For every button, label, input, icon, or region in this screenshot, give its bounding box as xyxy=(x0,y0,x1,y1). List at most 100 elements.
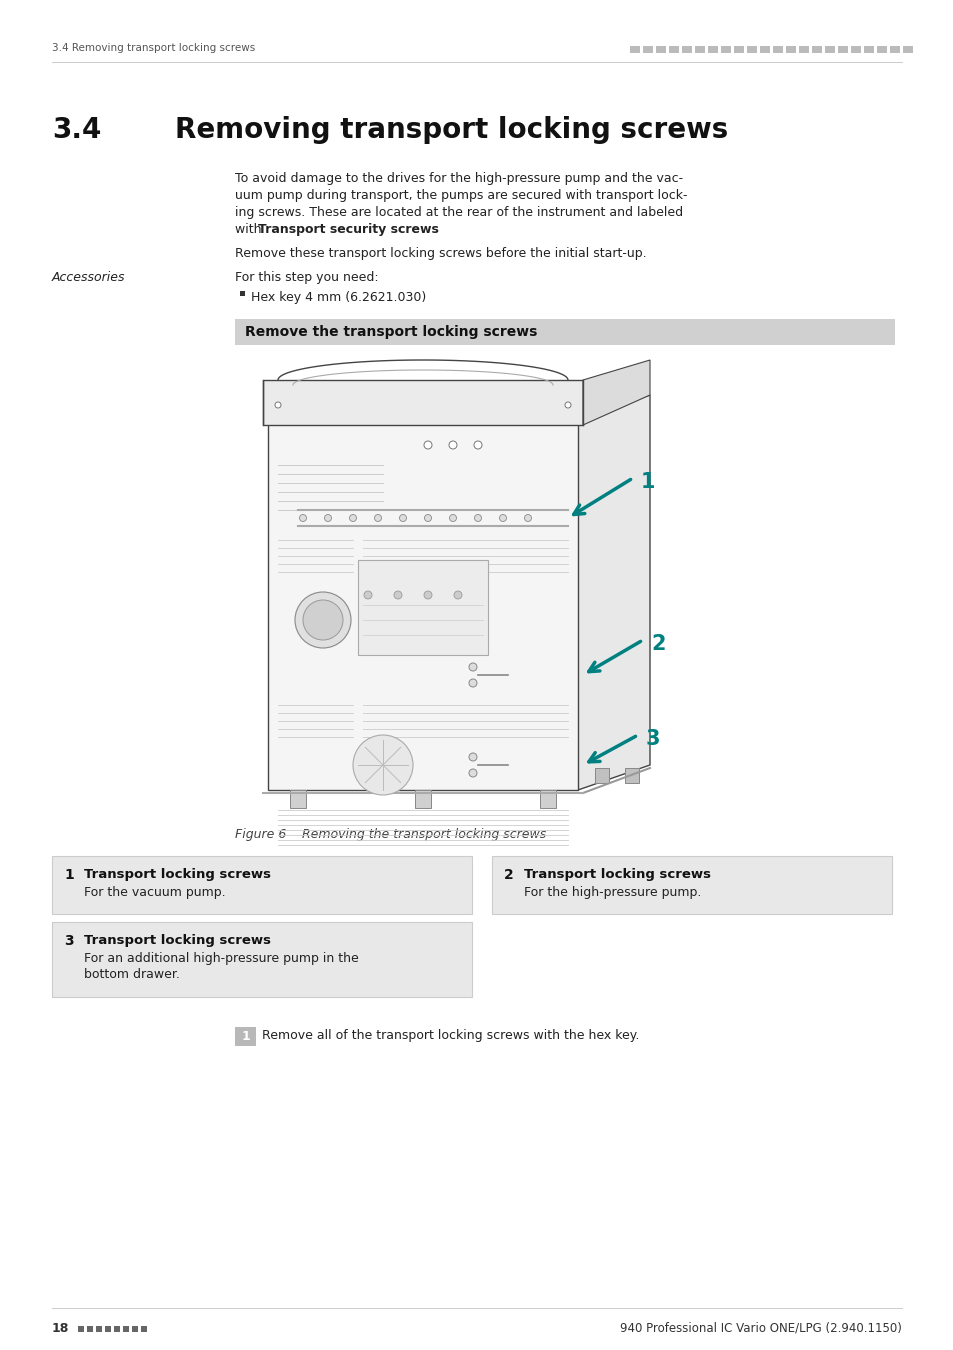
FancyBboxPatch shape xyxy=(850,46,861,53)
Circle shape xyxy=(469,663,476,671)
FancyBboxPatch shape xyxy=(234,1027,255,1046)
Circle shape xyxy=(274,402,281,408)
Text: 18: 18 xyxy=(52,1322,70,1335)
Text: For this step you need:: For this step you need: xyxy=(234,271,378,284)
FancyBboxPatch shape xyxy=(240,292,245,296)
Text: Transport security screws: Transport security screws xyxy=(257,223,438,236)
Circle shape xyxy=(423,591,432,599)
Circle shape xyxy=(349,514,356,521)
FancyBboxPatch shape xyxy=(113,1326,120,1332)
FancyBboxPatch shape xyxy=(357,560,488,655)
FancyBboxPatch shape xyxy=(624,768,639,783)
Text: 3.4 Removing transport locking screws: 3.4 Removing transport locking screws xyxy=(52,43,255,53)
FancyBboxPatch shape xyxy=(720,46,730,53)
FancyBboxPatch shape xyxy=(141,1326,147,1332)
FancyBboxPatch shape xyxy=(876,46,886,53)
FancyBboxPatch shape xyxy=(87,1326,92,1332)
Circle shape xyxy=(364,591,372,599)
Circle shape xyxy=(424,514,431,521)
FancyBboxPatch shape xyxy=(760,46,769,53)
Text: Accessories: Accessories xyxy=(52,271,126,284)
Circle shape xyxy=(469,769,476,778)
FancyBboxPatch shape xyxy=(78,1326,84,1332)
FancyBboxPatch shape xyxy=(681,46,691,53)
FancyBboxPatch shape xyxy=(415,790,431,809)
FancyBboxPatch shape xyxy=(290,790,306,809)
Circle shape xyxy=(399,514,406,521)
FancyBboxPatch shape xyxy=(132,1326,138,1332)
Circle shape xyxy=(524,514,531,521)
FancyBboxPatch shape xyxy=(595,768,608,783)
Circle shape xyxy=(299,514,306,521)
Circle shape xyxy=(394,591,401,599)
Circle shape xyxy=(469,753,476,761)
Text: ing screws. These are located at the rear of the instrument and labeled: ing screws. These are located at the rea… xyxy=(234,207,682,219)
Text: To avoid damage to the drives for the high-pressure pump and the vac-: To avoid damage to the drives for the hi… xyxy=(234,171,682,185)
FancyBboxPatch shape xyxy=(539,790,556,809)
Text: Figure 6: Figure 6 xyxy=(234,828,286,841)
FancyBboxPatch shape xyxy=(96,1326,102,1332)
Circle shape xyxy=(449,514,456,521)
Text: For the vacuum pump.: For the vacuum pump. xyxy=(84,886,226,899)
Text: uum pump during transport, the pumps are secured with transport lock-: uum pump during transport, the pumps are… xyxy=(234,189,687,202)
Text: 2: 2 xyxy=(650,634,665,653)
FancyBboxPatch shape xyxy=(863,46,873,53)
FancyBboxPatch shape xyxy=(837,46,847,53)
FancyBboxPatch shape xyxy=(889,46,899,53)
Circle shape xyxy=(324,514,331,521)
FancyBboxPatch shape xyxy=(268,420,578,790)
Text: 1: 1 xyxy=(241,1030,250,1042)
Text: with: with xyxy=(234,223,265,236)
FancyBboxPatch shape xyxy=(105,1326,111,1332)
Circle shape xyxy=(303,599,343,640)
FancyBboxPatch shape xyxy=(707,46,718,53)
Circle shape xyxy=(353,734,413,795)
Text: 1: 1 xyxy=(640,472,655,491)
Circle shape xyxy=(423,441,432,450)
Polygon shape xyxy=(578,396,649,790)
Text: Removing the transport locking screws: Removing the transport locking screws xyxy=(290,828,546,841)
FancyBboxPatch shape xyxy=(642,46,652,53)
Circle shape xyxy=(449,441,456,450)
Text: Hex key 4 mm (6.2621.030): Hex key 4 mm (6.2621.030) xyxy=(251,292,426,304)
Text: 1: 1 xyxy=(64,868,73,882)
Text: .: . xyxy=(413,223,416,236)
FancyBboxPatch shape xyxy=(123,1326,129,1332)
FancyBboxPatch shape xyxy=(492,856,891,914)
Text: 3.4: 3.4 xyxy=(52,116,101,144)
Text: Remove the transport locking screws: Remove the transport locking screws xyxy=(245,325,537,339)
Text: 940 Professional IC Vario ONE/LPG (2.940.1150): 940 Professional IC Vario ONE/LPG (2.940… xyxy=(619,1322,901,1335)
FancyBboxPatch shape xyxy=(799,46,808,53)
Text: Transport locking screws: Transport locking screws xyxy=(84,934,271,946)
Text: 2: 2 xyxy=(503,868,514,882)
FancyBboxPatch shape xyxy=(668,46,679,53)
FancyBboxPatch shape xyxy=(811,46,821,53)
FancyBboxPatch shape xyxy=(52,856,472,914)
Circle shape xyxy=(469,679,476,687)
FancyBboxPatch shape xyxy=(824,46,834,53)
Text: Removing transport locking screws: Removing transport locking screws xyxy=(174,116,727,144)
Circle shape xyxy=(474,514,481,521)
Circle shape xyxy=(454,591,461,599)
FancyBboxPatch shape xyxy=(234,319,894,346)
Circle shape xyxy=(564,402,571,408)
FancyBboxPatch shape xyxy=(785,46,795,53)
FancyBboxPatch shape xyxy=(733,46,743,53)
Text: Transport locking screws: Transport locking screws xyxy=(84,868,271,882)
Circle shape xyxy=(294,593,351,648)
FancyBboxPatch shape xyxy=(695,46,704,53)
Text: 3: 3 xyxy=(645,729,659,749)
FancyBboxPatch shape xyxy=(772,46,782,53)
Polygon shape xyxy=(263,379,582,425)
Text: 3: 3 xyxy=(64,934,73,948)
FancyBboxPatch shape xyxy=(902,46,912,53)
Text: Remove these transport locking screws before the initial start-up.: Remove these transport locking screws be… xyxy=(234,247,646,261)
FancyBboxPatch shape xyxy=(629,46,639,53)
FancyBboxPatch shape xyxy=(52,922,472,998)
Circle shape xyxy=(375,514,381,521)
Circle shape xyxy=(474,441,481,450)
Text: Transport locking screws: Transport locking screws xyxy=(523,868,710,882)
Text: bottom drawer.: bottom drawer. xyxy=(84,968,180,981)
Circle shape xyxy=(499,514,506,521)
Text: For the high-pressure pump.: For the high-pressure pump. xyxy=(523,886,700,899)
